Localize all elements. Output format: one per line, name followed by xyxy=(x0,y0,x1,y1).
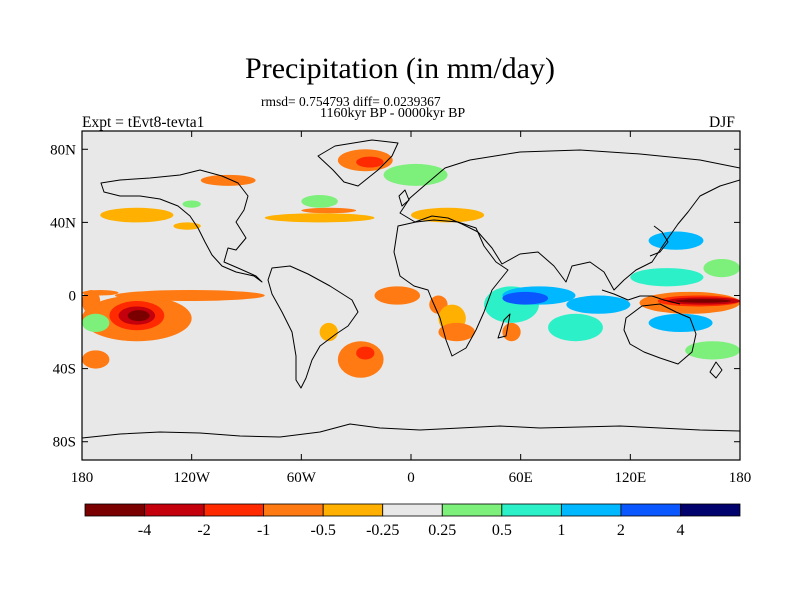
anomaly-region xyxy=(301,207,357,214)
experiment-label: Expt = tEvt8-tevta1 xyxy=(82,114,205,131)
anomaly-region xyxy=(319,322,338,342)
anomaly-region xyxy=(337,341,384,378)
coastline-greenland xyxy=(317,139,399,187)
coastline-africa xyxy=(393,219,509,357)
anomaly-region xyxy=(356,346,375,360)
anomaly-layer xyxy=(82,149,740,378)
colorbar-label: 2 xyxy=(617,522,625,539)
colorbar-label: 1 xyxy=(557,522,565,539)
anomaly-region xyxy=(82,313,110,333)
anomaly-region xyxy=(502,322,521,342)
x-tick-label: 60W xyxy=(287,470,317,486)
anomaly-region xyxy=(648,313,713,333)
coastline-japan xyxy=(649,225,669,257)
anomaly-region xyxy=(630,268,704,287)
coastline-australia xyxy=(623,303,697,365)
colorbar-swatch xyxy=(560,503,622,517)
colorbar-swatch xyxy=(84,503,145,517)
x-tick-label: 120W xyxy=(173,470,211,486)
colorbar-swatch xyxy=(620,503,681,517)
y-tick-label: 80S xyxy=(53,435,76,451)
colorbar-swatch xyxy=(203,503,265,517)
colorbar-label: 0.25 xyxy=(428,522,456,539)
anomaly-region xyxy=(648,231,704,250)
colorbar-label: -1 xyxy=(257,522,270,539)
anomaly-region xyxy=(374,286,421,305)
colorbar-swatch xyxy=(322,503,384,517)
anomaly-region xyxy=(264,213,375,223)
x-tick-label: 120E xyxy=(614,470,646,486)
coastline-new-zealand xyxy=(709,361,723,379)
anomaly-region xyxy=(411,207,485,223)
coastline-north-america xyxy=(100,169,263,283)
anomaly-region xyxy=(548,313,603,342)
axis-layer: 180 120W 60W 0 60E 120E 180 80N 40N 0 40S 80S xyxy=(50,131,751,486)
anomaly-region xyxy=(82,350,110,369)
y-tick-label: 80N xyxy=(50,142,76,158)
coastline-madagascar xyxy=(497,313,511,339)
chart-title: Precipitation (in mm/day) xyxy=(245,52,555,85)
colorbar-swatch xyxy=(144,503,205,517)
anomaly-region xyxy=(100,207,174,223)
season-label: DJF xyxy=(709,114,735,131)
colorbar-label: 0.5 xyxy=(492,522,512,539)
anomaly-region xyxy=(676,299,731,303)
anomaly-region xyxy=(566,295,631,314)
coastline-maritime-continent xyxy=(601,289,681,305)
y-tick-label: 40N xyxy=(50,215,76,231)
x-tick-label: 180 xyxy=(729,470,752,486)
coastline-south-america xyxy=(267,265,359,389)
colorbar-swatch xyxy=(263,503,324,517)
colorbar-swatch xyxy=(680,503,741,517)
x-tick-label: 0 xyxy=(407,470,415,486)
y-tick-label: 0 xyxy=(69,289,77,305)
colorbar-swatch xyxy=(382,503,443,517)
colorbar: -4 -2 -1 -0.5 -0.25 0.25 0.5 1 2 4 xyxy=(84,503,741,539)
coastline-layer xyxy=(82,139,740,439)
anomaly-region xyxy=(438,322,475,342)
anomaly-region xyxy=(703,258,740,278)
chart-stats: rmsd= 0.754793 diff= 0.0239367 xyxy=(261,94,441,109)
coastline-uk xyxy=(398,189,410,207)
anomaly-region xyxy=(502,218,576,241)
anomaly-region xyxy=(383,163,448,186)
colorbar-label: -0.25 xyxy=(366,522,399,539)
colorbar-label: -4 xyxy=(138,522,151,539)
anomaly-region xyxy=(182,200,201,208)
anomaly-region xyxy=(127,310,150,322)
anomaly-region xyxy=(685,341,740,360)
coastline-antarctica xyxy=(82,423,740,439)
x-tick-label: 180 xyxy=(71,470,94,486)
colorbar-swatch xyxy=(441,503,503,517)
anomaly-region xyxy=(82,290,101,314)
y-tick-label: 40S xyxy=(53,362,76,378)
colorbar-label: -0.5 xyxy=(311,522,336,539)
anomaly-region xyxy=(173,222,201,230)
anomaly-region xyxy=(356,156,384,168)
coastline-eurasia xyxy=(399,149,740,291)
x-tick-label: 60E xyxy=(509,470,533,486)
anomaly-region xyxy=(502,291,549,305)
colorbar-swatch xyxy=(501,503,562,517)
anomaly-region xyxy=(200,174,256,186)
colorbar-label: -2 xyxy=(197,522,210,539)
anomaly-region xyxy=(301,194,338,208)
colorbar-label: 4 xyxy=(676,522,684,539)
chart-period: 1160kyr BP - 0000kyr BP xyxy=(320,106,466,121)
